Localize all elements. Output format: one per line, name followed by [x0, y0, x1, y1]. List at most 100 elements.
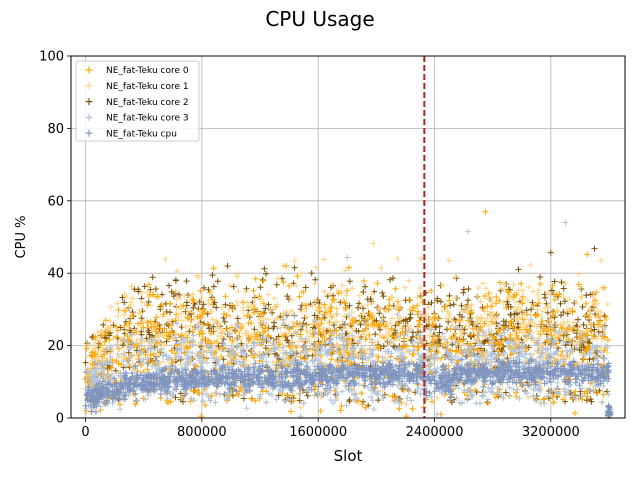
series-point-core-1 — [340, 297, 347, 304]
series-point-core-3 — [233, 358, 240, 365]
series-point-core-3 — [573, 342, 580, 349]
series-point-core-3 — [190, 332, 197, 339]
series-point-core-0 — [150, 350, 157, 357]
series-point-core-3 — [122, 363, 129, 369]
series-point-core-1 — [213, 317, 220, 324]
series-point-core-0 — [199, 311, 206, 318]
series-point-core-3 — [179, 355, 185, 362]
series-point-core-3 — [442, 336, 449, 343]
series-point-core-1 — [491, 321, 498, 328]
series-point-core-1 — [417, 285, 423, 291]
series-point-core-0 — [256, 293, 263, 300]
series-point-core-3 — [312, 355, 319, 362]
series-point-core-0 — [288, 408, 294, 415]
series-point-core-1 — [306, 337, 313, 344]
series-point-cpu — [513, 363, 520, 370]
series-point-core-1 — [466, 322, 473, 329]
series-point-core-3 — [350, 344, 357, 351]
series-point-core-3 — [532, 397, 539, 404]
series-point-core-3 — [500, 394, 507, 401]
series-point-cpu — [164, 389, 171, 395]
series-point-core-3 — [384, 348, 391, 355]
series-point-core-3 — [145, 392, 152, 399]
series-point-core-0 — [153, 314, 160, 321]
series-point-core-0 — [189, 329, 196, 335]
series-point-core-3 — [144, 346, 151, 353]
series-point-core-1 — [265, 316, 271, 323]
series-point-core-3 — [241, 352, 248, 359]
series-point-core-1 — [525, 320, 532, 327]
series-point-core-3 — [83, 405, 90, 412]
series-point-core-1 — [534, 291, 541, 298]
series-point-core-0 — [391, 397, 398, 404]
series-point-core-0 — [218, 353, 225, 360]
series-point-core-0 — [223, 312, 230, 319]
series-point-core-1 — [554, 307, 561, 314]
series-point-core-0 — [533, 312, 540, 319]
series-point-core-0 — [549, 282, 556, 289]
series-point-cpu — [261, 374, 268, 381]
series-point-core-0 — [453, 347, 460, 354]
series-point-core-3 — [554, 379, 561, 386]
series-point-core-0 — [294, 273, 301, 280]
series-point-core-3 — [535, 386, 541, 393]
series-point-core-0 — [327, 308, 334, 315]
series-point-cpu — [213, 382, 220, 389]
series-point-core-2 — [209, 272, 216, 279]
series-point-core-1 — [587, 305, 594, 312]
series-point-core-1 — [403, 401, 410, 408]
series-point-core-3 — [439, 330, 446, 337]
series-point-core-3 — [290, 348, 296, 355]
series-point-core-3 — [173, 346, 180, 353]
series-point-core-3 — [198, 339, 205, 346]
series-point-core-0 — [537, 281, 544, 287]
series-point-core-1 — [562, 280, 569, 287]
series-point-core-3 — [136, 348, 143, 355]
series-point-core-1 — [302, 305, 309, 312]
series-point-core-0 — [135, 320, 142, 327]
series-point-core-0 — [513, 393, 520, 400]
series-point-core-3 — [304, 388, 311, 395]
series-point-core-3 — [514, 386, 521, 393]
series-point-core-0 — [583, 300, 589, 307]
series-point-core-0 — [328, 304, 335, 311]
series-point-core-2 — [261, 265, 268, 272]
series-point-core-0 — [236, 333, 243, 340]
series-point-core-3 — [494, 385, 501, 391]
series-point-core-3 — [228, 363, 235, 370]
series-point-core-1 — [84, 341, 91, 348]
series-point-core-2 — [580, 339, 586, 346]
series-point-core-1 — [174, 268, 180, 274]
series-point-core-0 — [592, 297, 599, 304]
series-point-core-3 — [142, 396, 149, 403]
series-point-core-1 — [154, 331, 161, 338]
series-point-core-0 — [104, 329, 111, 336]
series-point-core-1 — [234, 271, 241, 277]
series-point-core-3 — [115, 372, 122, 379]
series-point-core-3 — [184, 362, 191, 369]
series-point-core-3 — [107, 354, 114, 360]
series-point-core-0 — [400, 335, 407, 342]
series-point-core-3 — [474, 338, 481, 345]
series-point-core-3 — [293, 330, 300, 337]
series-point-core-2 — [265, 301, 272, 308]
series-point-core-1 — [484, 315, 491, 322]
series-point-cpu — [482, 374, 489, 381]
series-point-core-3 — [226, 330, 233, 337]
series-point-core-1 — [298, 270, 305, 277]
series-point-core-3 — [516, 350, 523, 357]
series-point-core-3 — [387, 338, 394, 345]
series-point-core-3 — [303, 353, 310, 359]
series-point-core-3 — [174, 340, 180, 347]
series-point-core-2 — [119, 294, 126, 301]
series-point-core-2 — [259, 276, 266, 283]
series-point-core-1 — [271, 295, 278, 302]
series-point-cpu — [361, 382, 368, 389]
series-point-core-3 — [601, 355, 608, 361]
series-point-core-1 — [397, 303, 404, 310]
series-point-core-3 — [564, 347, 571, 354]
series-point-core-2 — [221, 318, 228, 325]
series-point-core-0 — [559, 325, 566, 332]
series-point-core-3 — [506, 384, 513, 391]
series-point-core-1 — [578, 294, 585, 300]
